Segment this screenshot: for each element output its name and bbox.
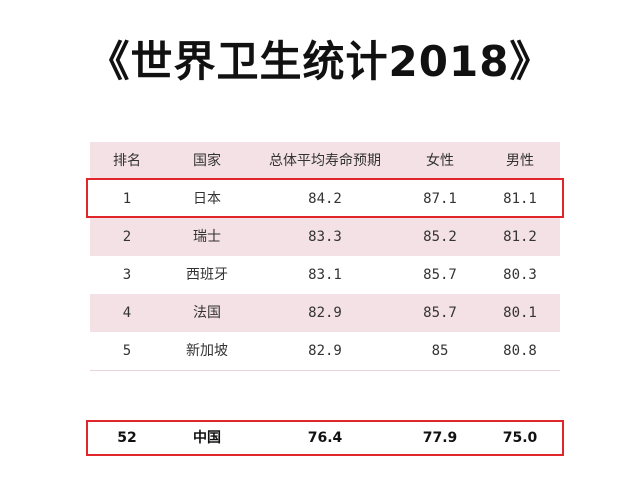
page-title: 《世界卫生统计2018》 <box>87 37 553 86</box>
country-cell: 中国 <box>193 430 221 446</box>
table-row: 4 法国 82.9 85.7 80.1 <box>90 294 560 332</box>
overall-cell: 82.9 <box>308 305 342 321</box>
japan-highlight-box <box>86 178 564 218</box>
female-cell: 85.7 <box>423 267 457 283</box>
china-row: 52 中国 76.4 77.9 75.0 <box>90 420 560 456</box>
table-row: 2 瑞士 83.3 85.2 81.2 <box>90 218 560 256</box>
header-overall: 总体平均寿命预期 <box>269 153 381 169</box>
male-cell: 80.8 <box>503 343 537 359</box>
male-cell: 80.3 <box>503 267 537 283</box>
rank-cell: 52 <box>117 430 137 446</box>
table-row: 5 新加坡 82.9 85 80.8 <box>90 332 560 370</box>
country-cell: 新加坡 <box>186 343 228 359</box>
table-row: 3 西班牙 83.1 85.7 80.3 <box>90 256 560 294</box>
country-cell: 西班牙 <box>186 267 228 283</box>
rank-cell: 3 <box>122 267 132 283</box>
china-highlight-box <box>86 420 564 456</box>
header-rank: 排名 <box>113 153 141 169</box>
country-cell: 日本 <box>193 191 221 207</box>
overall-cell: 83.1 <box>308 267 342 283</box>
female-cell: 77.9 <box>422 430 458 446</box>
country-cell: 瑞士 <box>193 229 221 245</box>
rank-cell: 2 <box>122 229 132 245</box>
overall-cell: 84.2 <box>308 191 342 207</box>
female-cell: 85.7 <box>423 305 457 321</box>
overall-cell: 76.4 <box>307 430 343 446</box>
overall-cell: 83.3 <box>308 229 342 245</box>
male-cell: 75.0 <box>502 430 538 446</box>
overall-cell: 82.9 <box>308 343 342 359</box>
table-header-row: 排名 国家 总体平均寿命预期 女性 男性 <box>90 142 560 180</box>
female-cell: 87.1 <box>423 191 457 207</box>
rank-cell: 5 <box>122 343 132 359</box>
header-male: 男性 <box>506 153 534 169</box>
header-female: 女性 <box>426 153 454 169</box>
country-cell: 法国 <box>193 305 221 321</box>
rank-cell: 4 <box>122 305 132 321</box>
female-cell: 85.2 <box>423 229 457 245</box>
female-cell: 85 <box>431 343 449 359</box>
header-country: 国家 <box>193 153 221 169</box>
table-row: 1 日本 84.2 87.1 81.1 <box>90 180 560 218</box>
male-cell: 80.1 <box>503 305 537 321</box>
male-cell: 81.2 <box>503 229 537 245</box>
rank-cell: 1 <box>122 191 132 207</box>
table-bottom-divider <box>90 370 560 371</box>
male-cell: 81.1 <box>503 191 537 207</box>
